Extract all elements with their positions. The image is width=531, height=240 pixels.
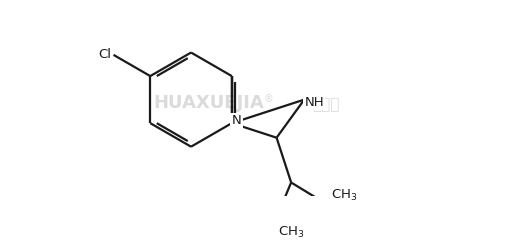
Text: CH$_3$: CH$_3$ — [278, 225, 304, 240]
Text: CH$_3$: CH$_3$ — [331, 188, 358, 203]
Text: 化学加: 化学加 — [312, 97, 340, 112]
Text: N: N — [232, 114, 242, 127]
Text: ®: ® — [263, 94, 273, 104]
Text: NH: NH — [304, 96, 324, 108]
Text: Cl: Cl — [98, 48, 111, 61]
Text: HUAXUEJIA: HUAXUEJIA — [153, 94, 264, 112]
